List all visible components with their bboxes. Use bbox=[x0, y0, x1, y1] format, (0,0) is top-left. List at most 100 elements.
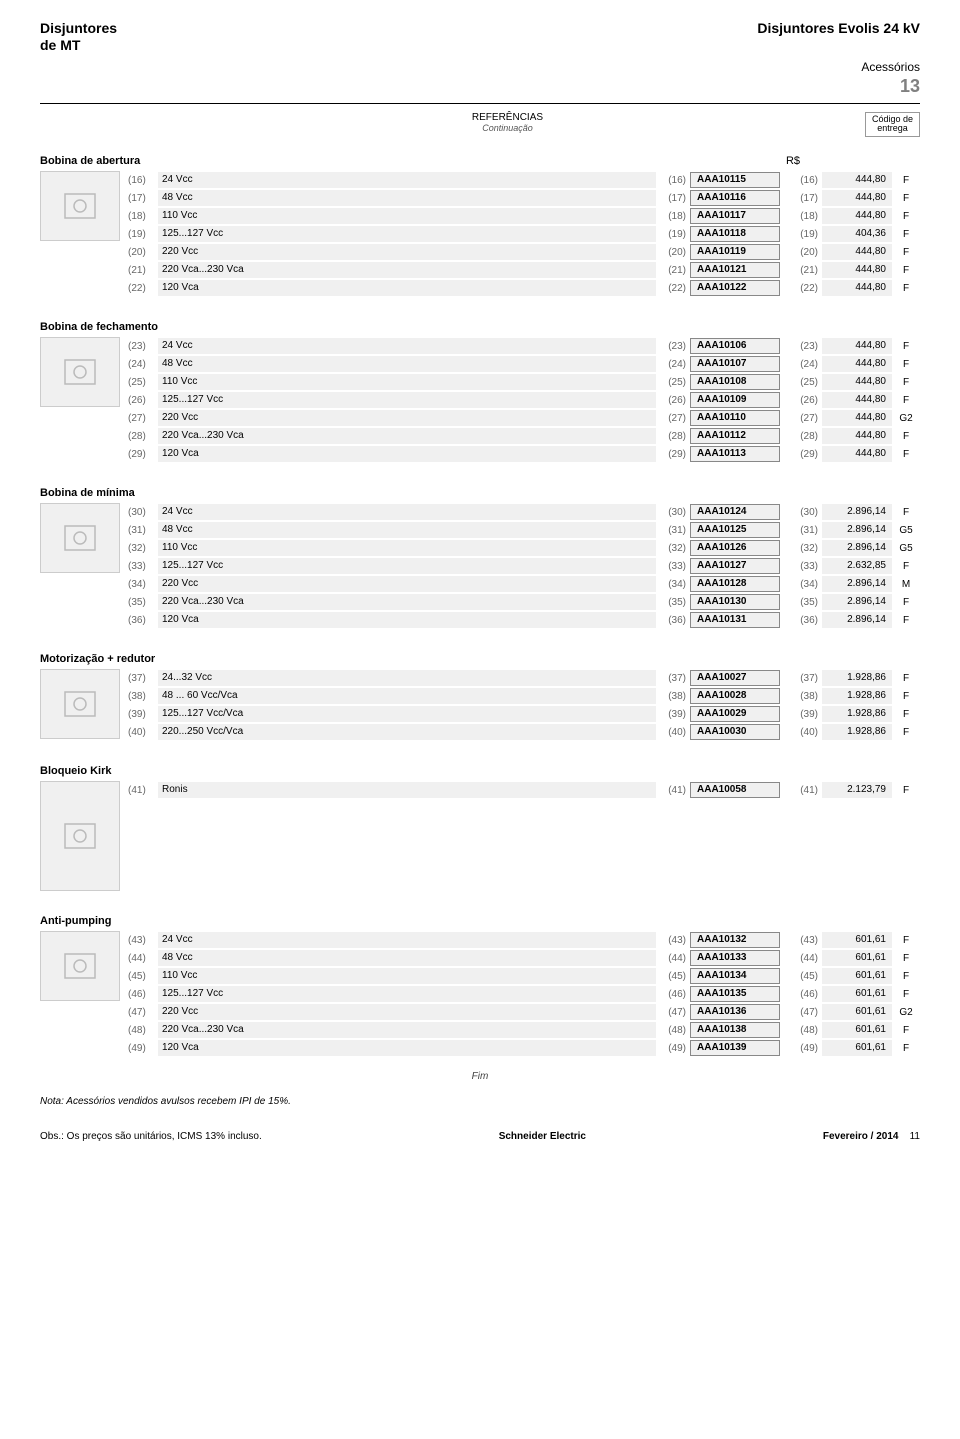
row-price: 601,61 bbox=[822, 1004, 892, 1020]
table-row: (25)110 Vcc(25)AAA10108(25)444,80F bbox=[128, 373, 920, 391]
section-title: Motorização + redutor bbox=[40, 653, 155, 665]
table-row: (29)120 Vca(29)AAA10113(29)444,80F bbox=[128, 445, 920, 463]
row-index-2: (40) bbox=[656, 727, 690, 738]
row-label: Ronis bbox=[158, 782, 656, 798]
row-delivery-code: F bbox=[892, 935, 920, 946]
row-index-3: (37) bbox=[780, 673, 822, 684]
row-price: 601,61 bbox=[822, 950, 892, 966]
row-index-2: (35) bbox=[656, 597, 690, 608]
row-delivery-code: F bbox=[892, 597, 920, 608]
footer-page: 11 bbox=[910, 1131, 920, 1142]
row-index-2: (32) bbox=[656, 543, 690, 554]
row-delivery-code: F bbox=[892, 193, 920, 204]
row-delivery-code: F bbox=[892, 709, 920, 720]
section: Anti-pumping(43)24 Vcc(43)AAA10132(43)60… bbox=[40, 905, 920, 1057]
row-code: AAA10108 bbox=[690, 374, 780, 390]
row-index: (26) bbox=[128, 395, 158, 406]
table-row: (34)220 Vcc(34)AAA10128(34)2.896,14M bbox=[128, 575, 920, 593]
row-index: (28) bbox=[128, 431, 158, 442]
table-row: (44)48 Vcc(44)AAA10133(44)601,61F bbox=[128, 949, 920, 967]
row-index-2: (48) bbox=[656, 1025, 690, 1036]
row-code: AAA10121 bbox=[690, 262, 780, 278]
reference-sub: Continuação bbox=[150, 123, 865, 133]
row-index: (30) bbox=[128, 507, 158, 518]
row-index-2: (24) bbox=[656, 359, 690, 370]
row-label: 220 Vcc bbox=[158, 244, 656, 260]
row-delivery-code: F bbox=[892, 561, 920, 572]
section: Bobina de fechamento(23)24 Vcc(23)AAA101… bbox=[40, 311, 920, 463]
row-price: 444,80 bbox=[822, 374, 892, 390]
row-index: (32) bbox=[128, 543, 158, 554]
row-index: (29) bbox=[128, 449, 158, 460]
row-delivery-code: G5 bbox=[892, 543, 920, 554]
row-price: 444,80 bbox=[822, 280, 892, 296]
row-delivery-code: G2 bbox=[892, 413, 920, 424]
row-index-3: (48) bbox=[780, 1025, 822, 1036]
row-index-3: (19) bbox=[780, 229, 822, 240]
row-delivery-code: F bbox=[892, 247, 920, 258]
row-code: AAA10027 bbox=[690, 670, 780, 686]
ipi-note: Nota: Acessórios vendidos avulsos recebe… bbox=[40, 1096, 920, 1107]
row-index: (44) bbox=[128, 953, 158, 964]
row-index: (22) bbox=[128, 283, 158, 294]
row-price: 444,80 bbox=[822, 244, 892, 260]
row-price: 2.896,14 bbox=[822, 612, 892, 628]
row-delivery-code: F bbox=[892, 283, 920, 294]
row-code: AAA10118 bbox=[690, 226, 780, 242]
row-code: AAA10135 bbox=[690, 986, 780, 1002]
table-row: (23)24 Vcc(23)AAA10106(23)444,80F bbox=[128, 337, 920, 355]
section: Motorização + redutor(37)24...32 Vcc(37)… bbox=[40, 643, 920, 741]
row-index-3: (16) bbox=[780, 175, 822, 186]
table-row: (37)24...32 Vcc(37)AAA10027(37)1.928,86F bbox=[128, 669, 920, 687]
row-label: 24 Vcc bbox=[158, 504, 656, 520]
section-title: Bobina de mínima bbox=[40, 487, 135, 499]
row-delivery-code: F bbox=[892, 359, 920, 370]
row-index-3: (18) bbox=[780, 211, 822, 222]
footer-right: Fevereiro / 2014 11 bbox=[823, 1131, 920, 1142]
row-label: 120 Vca bbox=[158, 1040, 656, 1056]
row-index-2: (31) bbox=[656, 525, 690, 536]
row-index-2: (49) bbox=[656, 1043, 690, 1054]
rows: (37)24...32 Vcc(37)AAA10027(37)1.928,86F… bbox=[128, 669, 920, 741]
row-delivery-code: F bbox=[892, 341, 920, 352]
table-row: (27)220 Vcc(27)AAA10110(27)444,80G2 bbox=[128, 409, 920, 427]
row-delivery-code: F bbox=[892, 1043, 920, 1054]
sections-container: Bobina de aberturaR$(16)24 Vcc(16)AAA101… bbox=[40, 145, 920, 1057]
row-code: AAA10134 bbox=[690, 968, 780, 984]
row-index-3: (21) bbox=[780, 265, 822, 276]
product-thumbnail bbox=[40, 781, 120, 891]
row-index: (36) bbox=[128, 615, 158, 626]
row-index-3: (22) bbox=[780, 283, 822, 294]
row-index-2: (43) bbox=[656, 935, 690, 946]
row-index-3: (20) bbox=[780, 247, 822, 258]
table-row: (36)120 Vca(36)AAA10131(36)2.896,14F bbox=[128, 611, 920, 629]
row-index: (49) bbox=[128, 1043, 158, 1054]
row-code: AAA10126 bbox=[690, 540, 780, 556]
row-code: AAA10133 bbox=[690, 950, 780, 966]
row-index: (47) bbox=[128, 1007, 158, 1018]
section: Bobina de mínima(30)24 Vcc(30)AAA10124(3… bbox=[40, 477, 920, 629]
row-index-3: (38) bbox=[780, 691, 822, 702]
row-index: (37) bbox=[128, 673, 158, 684]
rows: (43)24 Vcc(43)AAA10132(43)601,61F(44)48 … bbox=[128, 931, 920, 1057]
row-code: AAA10058 bbox=[690, 782, 780, 798]
section-body: (37)24...32 Vcc(37)AAA10027(37)1.928,86F… bbox=[40, 669, 920, 741]
table-row: (19)125...127 Vcc(19)AAA10118(19)404,36F bbox=[128, 225, 920, 243]
row-price: 444,80 bbox=[822, 428, 892, 444]
row-code: AAA10119 bbox=[690, 244, 780, 260]
row-index-2: (25) bbox=[656, 377, 690, 388]
delivery-code-l1: Código de bbox=[872, 114, 913, 124]
row-code: AAA10113 bbox=[690, 446, 780, 462]
row-index: (45) bbox=[128, 971, 158, 982]
row-price: 1.928,86 bbox=[822, 724, 892, 740]
row-index-3: (40) bbox=[780, 727, 822, 738]
table-row: (22)120 Vca(22)AAA10122(22)444,80F bbox=[128, 279, 920, 297]
table-row: (41)Ronis(41)AAA10058(41)2.123,79F bbox=[128, 781, 920, 799]
row-index: (34) bbox=[128, 579, 158, 590]
row-index: (35) bbox=[128, 597, 158, 608]
row-index-2: (38) bbox=[656, 691, 690, 702]
row-index-3: (27) bbox=[780, 413, 822, 424]
row-index-3: (26) bbox=[780, 395, 822, 406]
row-index: (46) bbox=[128, 989, 158, 1000]
row-label: 24...32 Vcc bbox=[158, 670, 656, 686]
